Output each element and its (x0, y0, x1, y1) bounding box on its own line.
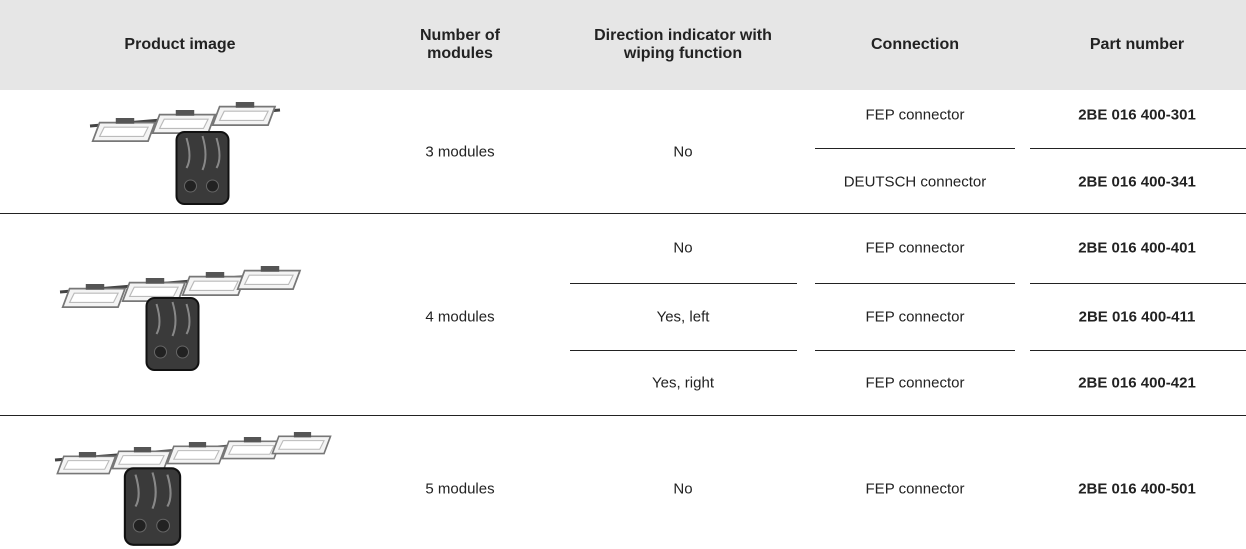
direction-cell: No (673, 239, 693, 257)
product-image (89, 102, 281, 206)
group-divider (0, 213, 1246, 214)
modules-cell: 4 modules (425, 308, 495, 326)
connection-cell: FEP connector (865, 239, 965, 257)
group-divider (0, 415, 1246, 416)
direction-cell: No (673, 480, 693, 498)
product-image (59, 266, 301, 372)
header-cell: Part number (1089, 36, 1185, 53)
row-divider (815, 350, 1015, 351)
connection-cell: FEP connector (865, 106, 965, 124)
header-cell: Number of modules (420, 27, 500, 62)
row-divider (1030, 148, 1246, 149)
row-divider (1030, 350, 1246, 351)
product-image (54, 432, 332, 546)
row-divider (815, 148, 1015, 149)
part-cell: 2BE 016 400-411 (1078, 308, 1196, 326)
connection-cell: FEP connector (865, 480, 965, 498)
direction-cell: No (673, 143, 693, 161)
part-cell: 2BE 016 400-301 (1078, 106, 1196, 124)
table-header (0, 0, 1246, 90)
part-cell: 2BE 016 400-401 (1078, 239, 1196, 257)
part-cell: 2BE 016 400-341 (1078, 173, 1196, 191)
row-divider (570, 283, 797, 284)
part-cell: 2BE 016 400-421 (1078, 374, 1196, 392)
header-cell: Connection (871, 36, 959, 53)
modules-cell: 5 modules (425, 480, 495, 498)
header-cell: Product image (124, 36, 236, 53)
part-cell: 2BE 016 400-501 (1078, 480, 1196, 498)
connection-cell: FEP connector (865, 308, 965, 326)
direction-cell: Yes, right (652, 374, 714, 392)
modules-cell: 3 modules (425, 143, 495, 161)
direction-cell: Yes, left (656, 308, 710, 326)
row-divider (570, 350, 797, 351)
header-cell: Direction indicator with wiping function (594, 27, 772, 62)
connection-cell: FEP connector (865, 374, 965, 392)
row-divider (1030, 283, 1246, 284)
connection-cell: DEUTSCH connector (843, 173, 987, 191)
row-divider (815, 283, 1015, 284)
